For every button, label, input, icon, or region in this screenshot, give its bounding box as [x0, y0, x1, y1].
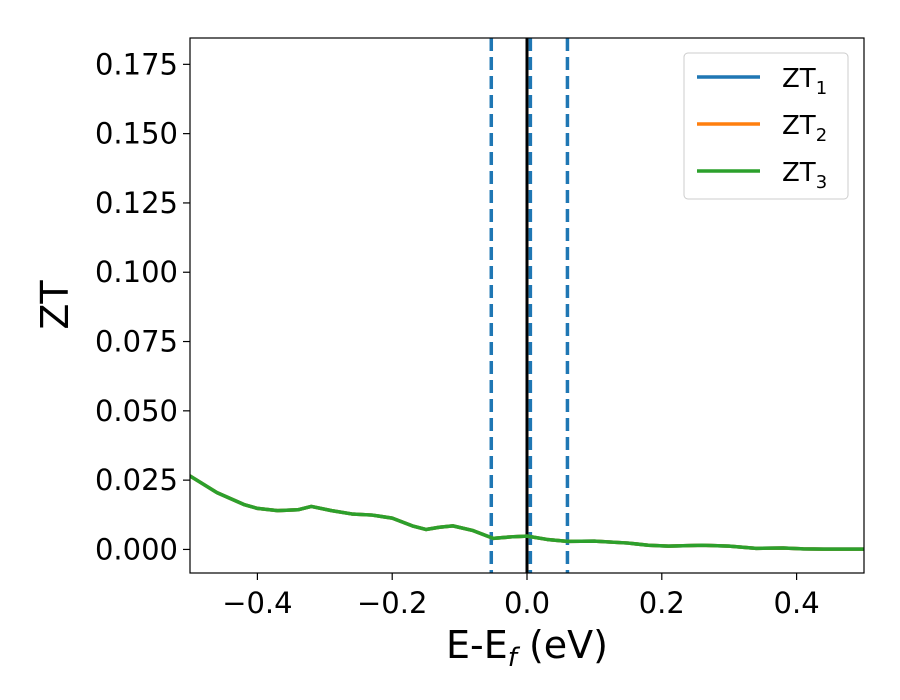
legend-label-2: ZT2 [782, 111, 827, 146]
y-tick-label: 0.175 [95, 47, 178, 81]
series-lines [190, 474, 864, 551]
legend-label-1: ZT1 [782, 64, 827, 99]
y-tick-label: 0.050 [95, 394, 178, 428]
x-tick-label: 0.0 [504, 586, 550, 620]
x-tick-label: −0.2 [357, 586, 427, 620]
series-line-3 [190, 474, 864, 551]
y-tick-label: 0.000 [95, 532, 178, 566]
y-tick-label: 0.150 [95, 117, 178, 151]
legend-box [683, 52, 849, 200]
y-axis-label: ZT [33, 280, 77, 330]
x-axis-ticks: −0.4 −0.2 0.0 0.2 0.4 [222, 573, 820, 620]
x-axis-label: E-Ef (eV) [446, 623, 608, 673]
y-tick-label: 0.100 [95, 255, 178, 289]
x-tick-label: 0.4 [774, 586, 820, 620]
y-axis-ticks: 0.000 0.025 0.050 0.075 0.100 0.125 0.150 0.175 [95, 47, 190, 566]
reference-lines [489, 38, 570, 573]
y-tick-label: 0.125 [95, 186, 178, 220]
legend: ZT1 ZT2 ZT3 [683, 52, 849, 200]
legend-label-3: ZT3 [782, 158, 827, 193]
y-tick-label: 0.075 [95, 325, 178, 359]
y-tick-label: 0.025 [95, 463, 178, 497]
x-tick-label: 0.2 [639, 586, 685, 620]
x-tick-label: −0.4 [222, 586, 292, 620]
